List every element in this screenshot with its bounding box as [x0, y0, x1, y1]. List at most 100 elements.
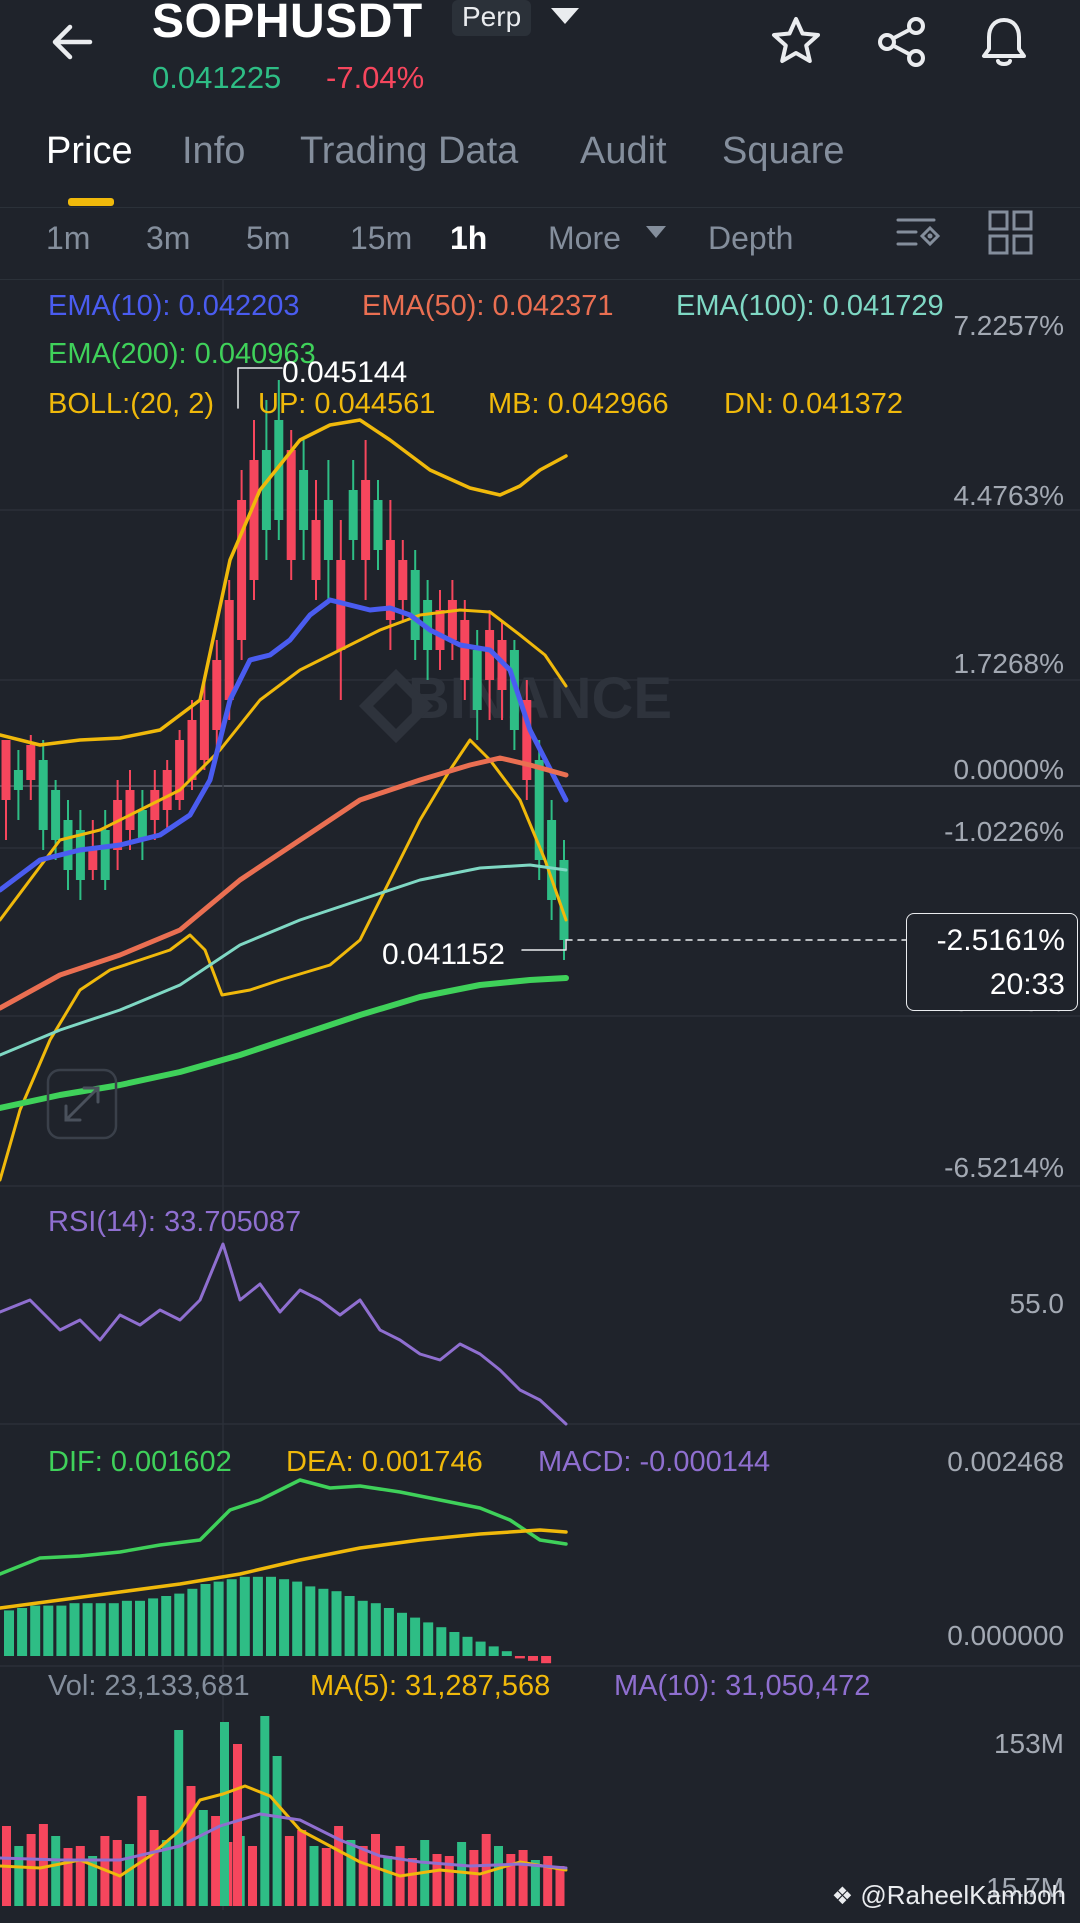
macd-bar — [174, 1593, 185, 1656]
macd-bar — [239, 1576, 250, 1656]
expand-chart-icon[interactable] — [46, 1068, 118, 1140]
tab-active-indicator — [68, 198, 114, 206]
volume-bar — [506, 1854, 516, 1906]
candle-body — [435, 610, 445, 650]
volume-bar — [469, 1850, 479, 1906]
legend-ema10: EMA(10): 0.042203 — [48, 290, 300, 322]
legend-vol: Vol: 23,133,681 — [48, 1670, 250, 1702]
header: SOPHUSDT Perp 0.041225 -7.04% — [0, 0, 1080, 110]
tab-price[interactable]: Price — [46, 130, 133, 172]
vol-axis-label: 15.7M — [986, 1872, 1064, 1903]
legend-boll: BOLL:(20, 2) — [48, 388, 215, 420]
candle-body — [547, 820, 557, 900]
candle-body — [150, 790, 160, 820]
candle-body — [13, 770, 23, 790]
interval-more[interactable]: More — [548, 220, 621, 256]
volume-bar — [248, 1846, 257, 1906]
macd-bar — [514, 1656, 525, 1659]
candle-body — [38, 760, 48, 830]
interval-5m[interactable]: 5m — [246, 220, 291, 256]
volume-ma5-line — [0, 1784, 568, 1878]
price-axis-label: 0.0000% — [953, 754, 1064, 785]
symbol-title[interactable]: SOPHUSDT — [152, 0, 423, 48]
candle-body — [113, 800, 123, 850]
candle-body — [199, 700, 209, 760]
binance-logo-watermark — [358, 668, 434, 744]
candle-body — [137, 810, 147, 840]
volume-bar — [75, 1846, 85, 1906]
boll-middle-line — [0, 608, 568, 922]
volume-bar — [518, 1850, 528, 1906]
binance-mini-logo-icon: ❖ — [831, 1883, 854, 1910]
price-axis-label: -1.0226% — [944, 816, 1064, 847]
depth-button[interactable]: Depth — [708, 220, 794, 256]
volume-bar — [371, 1834, 380, 1906]
macd-bar — [475, 1641, 486, 1656]
favorite-star-icon[interactable] — [766, 12, 826, 72]
volume-bar — [321, 1848, 331, 1906]
macd-bar — [501, 1651, 512, 1656]
macd-dif-line — [0, 1478, 568, 1576]
price-axis-label: 1.7268% — [953, 648, 1064, 679]
volume-bar — [334, 1826, 344, 1906]
macd-bar — [397, 1612, 407, 1656]
tab-audit[interactable]: Audit — [580, 130, 667, 172]
volume-bar — [125, 1844, 134, 1906]
boll-lower-line — [0, 738, 568, 1182]
interval-1m[interactable]: 1m — [46, 220, 91, 256]
macd-axis-label: 0.000000 — [947, 1620, 1064, 1651]
macd-bar — [305, 1586, 316, 1656]
volume-bar — [88, 1856, 98, 1906]
tab-bar: Price Info Trading Data Audit Square — [0, 118, 1080, 208]
candle-body — [299, 470, 309, 530]
candle-body — [447, 600, 457, 640]
macd-bar — [357, 1600, 368, 1656]
macd-bar — [410, 1617, 421, 1656]
volume-bar — [346, 1840, 356, 1906]
candle-body — [100, 830, 110, 880]
share-icon[interactable] — [872, 12, 932, 72]
more-dropdown-icon[interactable] — [644, 224, 668, 240]
candle-body — [63, 820, 73, 870]
candle-body — [212, 660, 222, 730]
current-price-tag[interactable]: -2.5161% 20:33 — [906, 913, 1078, 1011]
volume-bar — [220, 1722, 229, 1906]
macd-bar — [462, 1636, 473, 1656]
candle-body — [75, 830, 85, 880]
volume-bar — [481, 1834, 491, 1906]
volume-bar — [555, 1866, 565, 1906]
tab-trading-data[interactable]: Trading Data — [300, 130, 519, 172]
interval-3m[interactable]: 3m — [146, 220, 191, 256]
candle-body — [26, 745, 36, 780]
indicator-settings-icon[interactable] — [894, 208, 944, 258]
volume-bar — [186, 1786, 196, 1906]
macd-bar — [161, 1596, 172, 1656]
tab-square[interactable]: Square — [722, 130, 845, 172]
candle-body — [187, 720, 197, 780]
interval-1h[interactable]: 1h — [450, 220, 488, 256]
macd-bar — [200, 1584, 211, 1656]
volume-bar — [14, 1846, 24, 1906]
interval-15m[interactable]: 15m — [350, 220, 413, 256]
volume-bar — [38, 1824, 48, 1906]
macd-bar — [4, 1610, 14, 1656]
alert-bell-icon[interactable] — [974, 12, 1034, 72]
vol-axis-label: 153M — [993, 1728, 1064, 1759]
volume-bar — [112, 1840, 122, 1906]
symbol-dropdown-icon[interactable] — [548, 4, 582, 28]
candle-body — [311, 520, 321, 580]
macd-bar — [135, 1600, 145, 1656]
legend-ema200: EMA(200): 0.040963 — [48, 338, 316, 370]
legend-rsi: RSI(14): 33.705087 — [48, 1206, 302, 1238]
volume-bar — [432, 1854, 442, 1906]
volume-bar — [149, 1830, 159, 1906]
back-arrow-icon[interactable] — [46, 14, 102, 70]
tab-info[interactable]: Info — [182, 130, 246, 172]
volume-bar — [174, 1730, 184, 1906]
volume-bar — [284, 1836, 294, 1906]
layout-grid-icon[interactable] — [986, 208, 1036, 258]
legend-dif: DIF: 0.001602 — [48, 1446, 232, 1478]
volume-bar — [444, 1856, 454, 1906]
candle-body — [274, 420, 284, 520]
